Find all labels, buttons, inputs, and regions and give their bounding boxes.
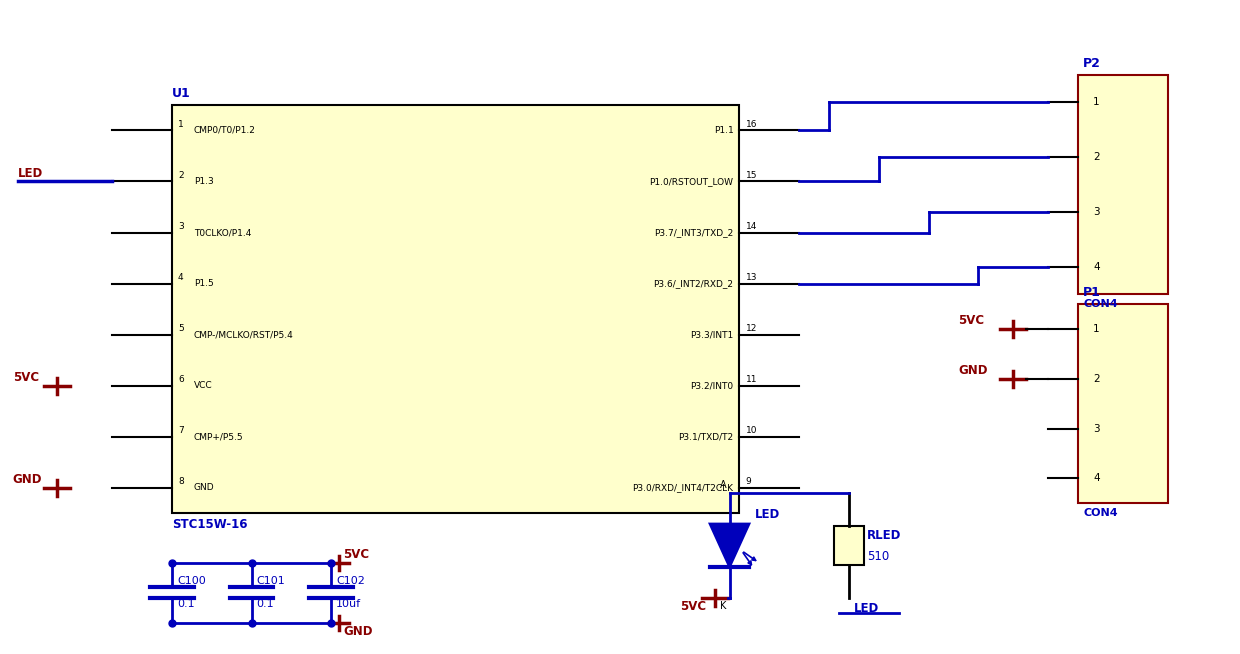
Text: 3: 3 — [177, 222, 184, 231]
Text: LED: LED — [17, 167, 43, 179]
Text: CON4: CON4 — [1083, 508, 1117, 518]
Text: 4: 4 — [177, 273, 184, 282]
Text: GND: GND — [343, 625, 373, 638]
Text: CMP-/MCLKO/RST/P5.4: CMP-/MCLKO/RST/P5.4 — [193, 330, 294, 339]
Text: C101: C101 — [257, 576, 285, 587]
Text: P3.1/TXD/T2: P3.1/TXD/T2 — [678, 432, 734, 441]
Text: CMP+/P5.5: CMP+/P5.5 — [193, 432, 243, 441]
Text: 4: 4 — [1092, 262, 1100, 272]
Text: A: A — [720, 480, 727, 490]
Text: P1.0/RSTOUT_LOW: P1.0/RSTOUT_LOW — [650, 177, 734, 186]
Text: 14: 14 — [745, 222, 756, 231]
Text: P3.0/RXD/_INT4/T2CLK: P3.0/RXD/_INT4/T2CLK — [632, 483, 734, 492]
Text: 0.1: 0.1 — [257, 599, 274, 610]
Text: P3.3/INT1: P3.3/INT1 — [691, 330, 734, 339]
Text: 11: 11 — [745, 375, 756, 384]
Text: 0.1: 0.1 — [177, 599, 195, 610]
Bar — [1078, 75, 1168, 294]
Text: 8: 8 — [177, 477, 184, 486]
Text: P2: P2 — [1083, 57, 1101, 70]
Text: STC15W-16: STC15W-16 — [172, 518, 248, 531]
Text: P3.6/_INT2/RXD_2: P3.6/_INT2/RXD_2 — [653, 279, 734, 288]
Text: C100: C100 — [177, 576, 206, 587]
Text: GND: GND — [959, 364, 988, 377]
Text: U1: U1 — [172, 87, 191, 100]
Text: P1.3: P1.3 — [193, 177, 213, 186]
Text: CMP0/T0/P1.2: CMP0/T0/P1.2 — [193, 126, 255, 135]
Text: P1.5: P1.5 — [193, 279, 213, 288]
Text: LED: LED — [754, 508, 780, 521]
Bar — [835, 526, 864, 566]
Text: RLED: RLED — [867, 528, 901, 542]
Text: VCC: VCC — [193, 381, 212, 390]
Text: 10uf: 10uf — [336, 599, 361, 610]
Text: 5VC: 5VC — [12, 371, 38, 384]
Text: 7: 7 — [177, 426, 184, 435]
Text: 9: 9 — [745, 477, 751, 486]
Text: 4: 4 — [1092, 473, 1100, 483]
Text: 2: 2 — [1092, 374, 1100, 384]
Text: 5VC: 5VC — [343, 548, 370, 561]
Bar — [172, 105, 739, 513]
Text: 15: 15 — [745, 171, 756, 180]
Text: 1: 1 — [1092, 324, 1100, 334]
Text: P1.1: P1.1 — [714, 126, 734, 135]
Text: CON4: CON4 — [1083, 299, 1117, 309]
Text: 3: 3 — [1092, 424, 1100, 434]
Text: C102: C102 — [336, 576, 365, 587]
Text: 2: 2 — [177, 171, 184, 180]
Text: 5: 5 — [177, 324, 184, 333]
Text: GND: GND — [12, 473, 42, 486]
Text: 1: 1 — [1092, 97, 1100, 107]
Text: P3.2/INT0: P3.2/INT0 — [691, 381, 734, 390]
Text: 5VC: 5VC — [680, 600, 706, 613]
Text: 3: 3 — [1092, 207, 1100, 217]
Text: 510: 510 — [867, 549, 889, 562]
Text: K: K — [720, 601, 727, 611]
Text: 13: 13 — [745, 273, 756, 282]
Text: 12: 12 — [745, 324, 756, 333]
Bar — [1078, 304, 1168, 503]
Text: P1: P1 — [1083, 286, 1101, 299]
Text: GND: GND — [193, 483, 215, 492]
Text: 1: 1 — [177, 120, 184, 129]
Text: 16: 16 — [745, 120, 756, 129]
Text: 2: 2 — [1092, 152, 1100, 162]
Text: 6: 6 — [177, 375, 184, 384]
Text: T0CLKO/P1.4: T0CLKO/P1.4 — [193, 228, 252, 237]
Text: 10: 10 — [745, 426, 756, 435]
Text: LED: LED — [854, 602, 879, 615]
Polygon shape — [709, 524, 749, 568]
Text: 5VC: 5VC — [959, 314, 985, 327]
Text: P3.7/_INT3/TXD_2: P3.7/_INT3/TXD_2 — [655, 228, 734, 237]
